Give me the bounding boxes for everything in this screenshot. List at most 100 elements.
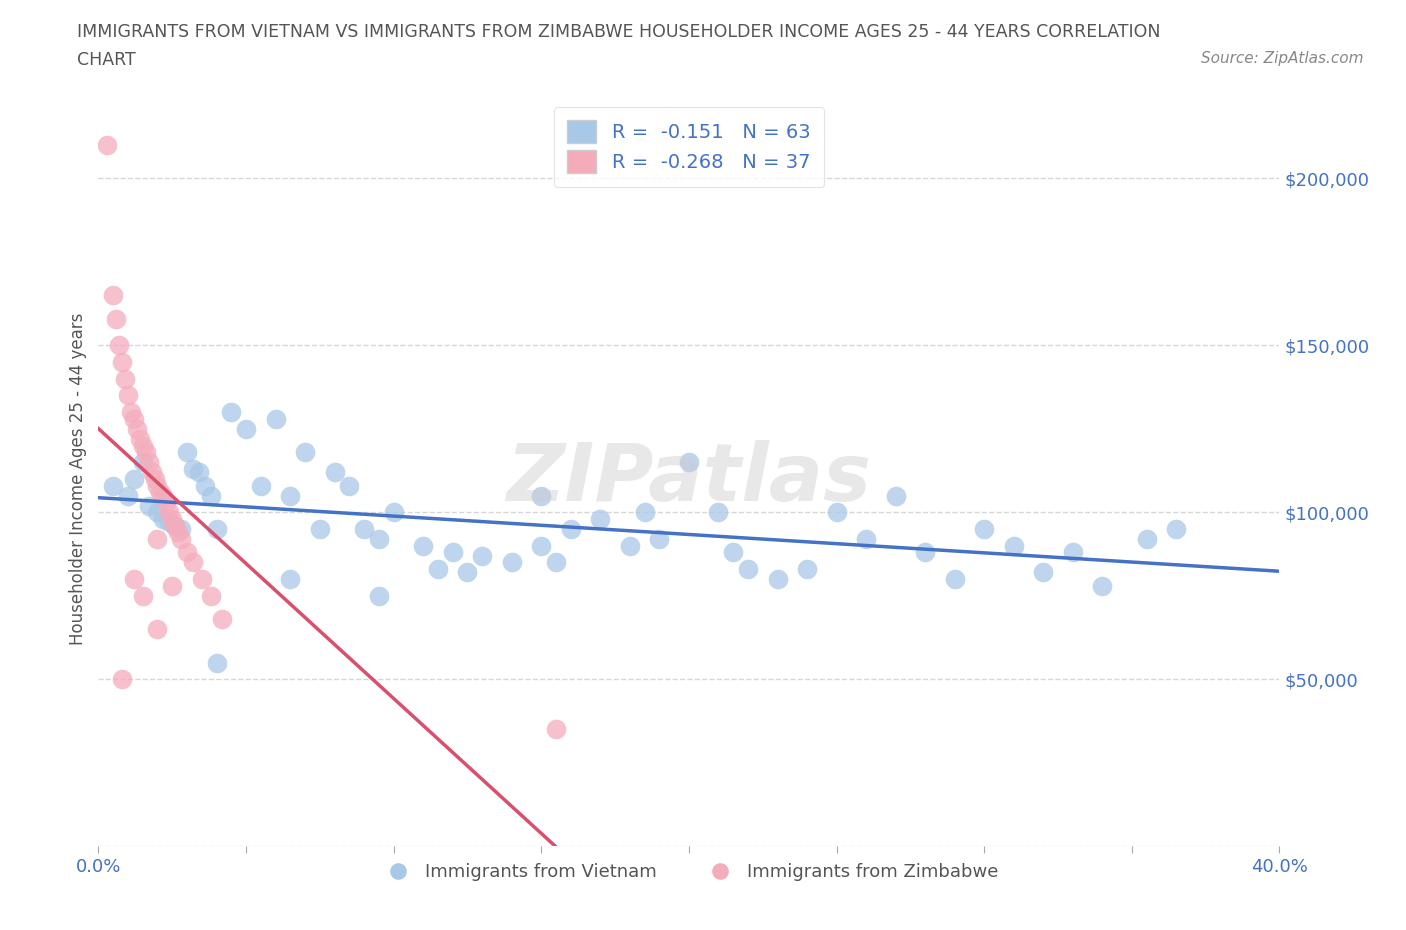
Point bbox=[589, 512, 612, 526]
Point bbox=[146, 532, 169, 547]
Point bbox=[187, 465, 209, 480]
Point bbox=[546, 722, 568, 737]
Point bbox=[128, 432, 150, 446]
Point bbox=[914, 545, 936, 560]
Point bbox=[152, 512, 174, 526]
Point bbox=[165, 518, 187, 533]
Point bbox=[796, 562, 818, 577]
Point bbox=[1062, 545, 1084, 560]
Point bbox=[122, 411, 145, 426]
Point bbox=[412, 538, 434, 553]
Text: IMMIGRANTS FROM VIETNAM VS IMMIGRANTS FROM ZIMBABWE HOUSEHOLDER INCOME AGES 25 -: IMMIGRANTS FROM VIETNAM VS IMMIGRANTS FR… bbox=[77, 23, 1161, 41]
Point bbox=[1032, 565, 1054, 580]
Point bbox=[546, 555, 568, 570]
Point bbox=[943, 572, 966, 587]
Point bbox=[825, 505, 848, 520]
Point bbox=[146, 622, 169, 637]
Point bbox=[132, 438, 155, 453]
Point bbox=[191, 572, 214, 587]
Point bbox=[250, 478, 273, 493]
Point bbox=[138, 498, 160, 513]
Point bbox=[723, 545, 745, 560]
Point bbox=[111, 671, 134, 686]
Point bbox=[138, 455, 160, 470]
Point bbox=[766, 572, 789, 587]
Point bbox=[111, 354, 134, 369]
Point bbox=[205, 522, 228, 537]
Point bbox=[235, 421, 257, 436]
Text: ZIPatlas: ZIPatlas bbox=[506, 440, 872, 518]
Point bbox=[117, 388, 139, 403]
Point bbox=[1002, 538, 1025, 553]
Point bbox=[194, 478, 217, 493]
Point bbox=[103, 288, 125, 303]
Point bbox=[648, 532, 671, 547]
Point bbox=[205, 656, 228, 671]
Point bbox=[176, 445, 198, 459]
Point bbox=[294, 445, 316, 459]
Point bbox=[162, 578, 183, 593]
Point bbox=[103, 478, 125, 493]
Point bbox=[707, 505, 730, 520]
Point bbox=[368, 589, 391, 604]
Point bbox=[181, 555, 204, 570]
Point bbox=[181, 461, 204, 476]
Point bbox=[884, 488, 907, 503]
Point bbox=[146, 478, 169, 493]
Y-axis label: Householder Income Ages 25 - 44 years: Householder Income Ages 25 - 44 years bbox=[69, 312, 87, 645]
Point bbox=[200, 488, 222, 503]
Point bbox=[280, 572, 302, 587]
Point bbox=[170, 522, 193, 537]
Point bbox=[170, 532, 193, 547]
Point bbox=[855, 532, 877, 547]
Point bbox=[96, 138, 118, 153]
Text: Source: ZipAtlas.com: Source: ZipAtlas.com bbox=[1201, 51, 1364, 66]
Point bbox=[114, 371, 136, 386]
Point bbox=[619, 538, 641, 553]
Point bbox=[157, 505, 180, 520]
Point bbox=[530, 538, 553, 553]
Point bbox=[117, 488, 139, 503]
Point bbox=[176, 545, 198, 560]
Point bbox=[560, 522, 582, 537]
Point bbox=[155, 495, 177, 510]
Point bbox=[530, 488, 553, 503]
Point bbox=[132, 589, 155, 604]
Point bbox=[973, 522, 995, 537]
Point bbox=[135, 445, 157, 459]
Point bbox=[122, 572, 145, 587]
Point bbox=[427, 562, 450, 577]
Point bbox=[141, 465, 163, 480]
Point bbox=[132, 455, 155, 470]
Point bbox=[1091, 578, 1114, 593]
Point bbox=[1166, 522, 1188, 537]
Point bbox=[309, 522, 332, 537]
Point bbox=[339, 478, 361, 493]
Point bbox=[501, 555, 523, 570]
Point bbox=[146, 505, 169, 520]
Point bbox=[200, 589, 222, 604]
Point bbox=[105, 312, 128, 326]
Point bbox=[382, 505, 405, 520]
Point bbox=[323, 465, 346, 480]
Point bbox=[120, 405, 142, 419]
Point bbox=[167, 525, 190, 539]
Point bbox=[471, 549, 494, 564]
Point bbox=[108, 338, 131, 352]
Point bbox=[157, 515, 180, 530]
Point bbox=[143, 472, 166, 486]
Point bbox=[211, 612, 233, 627]
Point bbox=[122, 472, 145, 486]
Point bbox=[737, 562, 759, 577]
Text: CHART: CHART bbox=[77, 51, 136, 69]
Point bbox=[1136, 532, 1159, 547]
Point bbox=[165, 518, 187, 533]
Point bbox=[280, 488, 302, 503]
Point bbox=[162, 512, 183, 526]
Point bbox=[441, 545, 464, 560]
Point bbox=[457, 565, 479, 580]
Point bbox=[353, 522, 375, 537]
Point bbox=[221, 405, 243, 419]
Point bbox=[125, 421, 148, 436]
Point bbox=[678, 455, 700, 470]
